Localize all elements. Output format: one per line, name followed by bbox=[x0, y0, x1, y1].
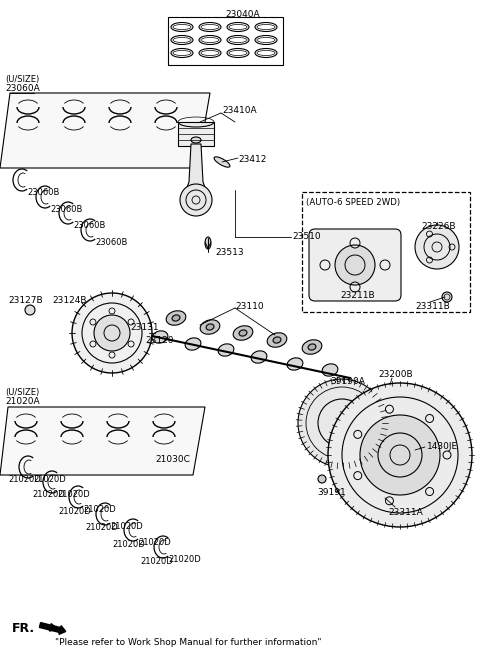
Text: 21020D: 21020D bbox=[8, 475, 41, 484]
Text: 23060B: 23060B bbox=[73, 221, 106, 230]
Circle shape bbox=[335, 245, 375, 285]
Circle shape bbox=[318, 475, 326, 483]
Circle shape bbox=[72, 293, 152, 373]
Text: 23211B: 23211B bbox=[340, 291, 374, 300]
Text: 23060B: 23060B bbox=[27, 188, 60, 197]
Ellipse shape bbox=[218, 344, 234, 356]
Text: 23127B: 23127B bbox=[8, 296, 43, 305]
Text: 23513: 23513 bbox=[215, 248, 244, 257]
Ellipse shape bbox=[255, 22, 277, 32]
Text: 21020D: 21020D bbox=[57, 490, 90, 499]
Text: 23060B: 23060B bbox=[50, 205, 83, 214]
Ellipse shape bbox=[206, 324, 214, 330]
Text: (U/SIZE): (U/SIZE) bbox=[5, 388, 39, 397]
Ellipse shape bbox=[308, 344, 316, 350]
Text: 21020D: 21020D bbox=[168, 555, 201, 564]
Text: 23131: 23131 bbox=[130, 323, 158, 332]
Bar bbox=[302, 192, 470, 312]
Ellipse shape bbox=[171, 35, 193, 45]
Ellipse shape bbox=[227, 49, 249, 58]
Ellipse shape bbox=[239, 330, 247, 336]
Text: 21020D: 21020D bbox=[112, 540, 145, 549]
Ellipse shape bbox=[267, 332, 287, 348]
Text: 21020D: 21020D bbox=[85, 523, 118, 532]
Ellipse shape bbox=[302, 340, 322, 354]
Text: 23120: 23120 bbox=[145, 336, 173, 345]
Text: 21030C: 21030C bbox=[155, 455, 190, 464]
Polygon shape bbox=[0, 93, 210, 168]
Ellipse shape bbox=[191, 137, 201, 143]
FancyArrow shape bbox=[39, 623, 66, 635]
Text: 21020A: 21020A bbox=[5, 397, 40, 406]
Text: FR.: FR. bbox=[12, 622, 35, 635]
Text: 21020D: 21020D bbox=[138, 538, 171, 547]
Ellipse shape bbox=[227, 35, 249, 45]
Ellipse shape bbox=[214, 157, 230, 167]
Ellipse shape bbox=[171, 22, 193, 32]
Ellipse shape bbox=[152, 331, 168, 343]
Ellipse shape bbox=[200, 320, 220, 334]
Text: 21020D: 21020D bbox=[140, 557, 173, 566]
Text: 39190A: 39190A bbox=[330, 377, 365, 386]
Text: 21020D: 21020D bbox=[58, 507, 91, 516]
Ellipse shape bbox=[172, 315, 180, 321]
Ellipse shape bbox=[233, 326, 253, 340]
Ellipse shape bbox=[273, 337, 281, 343]
Text: 23110: 23110 bbox=[235, 302, 264, 311]
Text: 39191: 39191 bbox=[317, 488, 346, 497]
Text: 23311A: 23311A bbox=[388, 508, 423, 517]
Ellipse shape bbox=[166, 311, 186, 325]
Polygon shape bbox=[186, 144, 206, 190]
Circle shape bbox=[25, 305, 35, 315]
Circle shape bbox=[360, 415, 440, 495]
Text: 23060A: 23060A bbox=[5, 84, 40, 93]
Ellipse shape bbox=[287, 358, 303, 370]
Ellipse shape bbox=[322, 364, 338, 376]
Text: 23311B: 23311B bbox=[415, 302, 450, 311]
Ellipse shape bbox=[205, 237, 211, 249]
Text: "Please refer to Work Shop Manual for further information": "Please refer to Work Shop Manual for fu… bbox=[55, 638, 322, 647]
Text: 23060B: 23060B bbox=[95, 238, 127, 247]
Text: 23412: 23412 bbox=[238, 155, 266, 164]
Text: 21020D: 21020D bbox=[110, 522, 143, 531]
FancyBboxPatch shape bbox=[309, 229, 401, 301]
Circle shape bbox=[94, 315, 130, 351]
Circle shape bbox=[298, 379, 386, 467]
Text: (AUTO-6 SPEED 2WD): (AUTO-6 SPEED 2WD) bbox=[306, 198, 400, 207]
Bar bbox=[178, 122, 214, 146]
Ellipse shape bbox=[199, 35, 221, 45]
Ellipse shape bbox=[171, 49, 193, 58]
Ellipse shape bbox=[251, 351, 267, 363]
Text: 23226B: 23226B bbox=[421, 222, 456, 231]
Circle shape bbox=[415, 225, 459, 269]
Text: 23040A: 23040A bbox=[225, 10, 260, 19]
Text: 23510: 23510 bbox=[292, 232, 321, 241]
Polygon shape bbox=[0, 407, 205, 475]
Ellipse shape bbox=[199, 22, 221, 32]
Text: 21020D: 21020D bbox=[83, 505, 116, 514]
Text: 1430JE: 1430JE bbox=[427, 442, 458, 451]
Text: 23124B: 23124B bbox=[52, 296, 86, 305]
Text: (U/SIZE): (U/SIZE) bbox=[5, 75, 39, 84]
Ellipse shape bbox=[255, 49, 277, 58]
Ellipse shape bbox=[199, 49, 221, 58]
Ellipse shape bbox=[185, 338, 201, 350]
Circle shape bbox=[328, 383, 472, 527]
Text: 21020D: 21020D bbox=[33, 475, 66, 484]
Text: 23410A: 23410A bbox=[222, 106, 257, 115]
Text: 23200B: 23200B bbox=[378, 370, 413, 379]
Circle shape bbox=[442, 292, 452, 302]
Text: 21020D: 21020D bbox=[32, 490, 65, 499]
Ellipse shape bbox=[255, 35, 277, 45]
Bar bbox=[168, 17, 283, 65]
Ellipse shape bbox=[227, 22, 249, 32]
Circle shape bbox=[180, 184, 212, 216]
